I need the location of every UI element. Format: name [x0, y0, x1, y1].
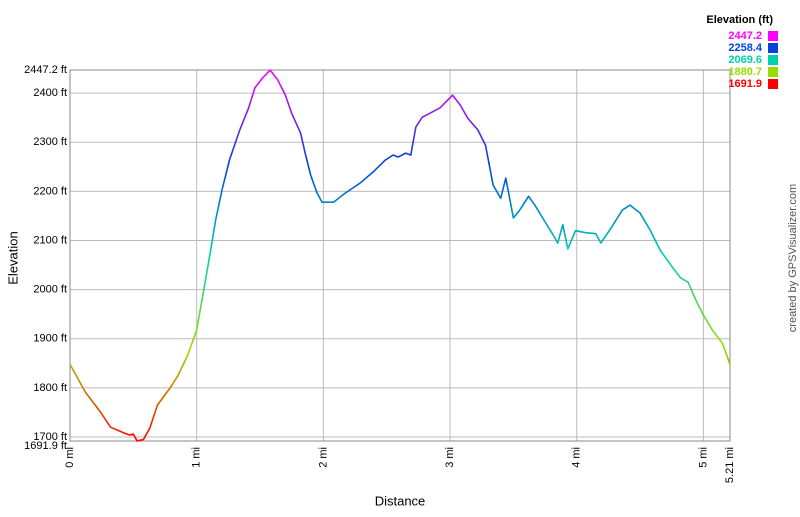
legend-title: Elevation (ft) — [706, 14, 773, 26]
legend-label: 2258.4 — [728, 42, 763, 54]
legend-swatch — [768, 31, 778, 41]
x-tick-label: 2 mi — [317, 447, 329, 468]
y-tick-label: 1691.9 ft — [24, 440, 67, 452]
x-tick-label: 0 mi — [64, 447, 76, 468]
x-tick-label: 5 mi — [697, 447, 709, 468]
y-tick-label: 2200 ft — [33, 185, 67, 197]
x-axis-label: Distance — [375, 493, 426, 508]
legend-swatch — [768, 67, 778, 77]
legend-label: 1691.9 — [728, 78, 762, 90]
x-tick-label: 3 mi — [444, 447, 456, 468]
y-tick-label: 2400 ft — [33, 87, 67, 99]
y-tick-label: 1700 ft — [33, 431, 67, 443]
y-tick-label: 2100 ft — [33, 234, 67, 246]
x-tick-label: 4 mi — [571, 447, 583, 468]
plot-border — [69, 69, 731, 442]
x-tick-label: 5.21 mi — [724, 447, 736, 483]
y-tick-label: 2300 ft — [33, 136, 67, 148]
y-tick-label: 1900 ft — [33, 333, 67, 345]
legend-label: 2447.2 — [728, 30, 762, 42]
credit: created by GPSVisualizer.com — [787, 184, 799, 332]
legend-swatch — [768, 79, 778, 89]
y-axis-label: Elevation — [5, 231, 20, 284]
y-tick-label: 2447.2 ft — [24, 64, 67, 76]
legend-label: 2069.6 — [728, 54, 762, 66]
x-tick-label: 1 mi — [191, 447, 203, 468]
y-tick-label: 1800 ft — [33, 382, 67, 394]
legend-label: 1880.7 — [728, 66, 762, 78]
legend-swatch — [768, 43, 778, 53]
legend-swatch — [768, 55, 778, 65]
y-tick-label: 2000 ft — [33, 284, 67, 296]
elevation-line — [69, 69, 731, 442]
